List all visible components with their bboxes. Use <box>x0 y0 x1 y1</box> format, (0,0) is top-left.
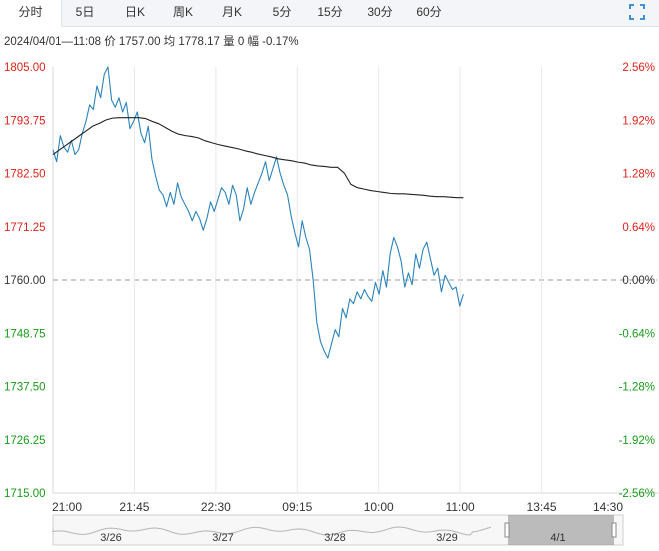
change-label: 幅 <box>247 36 259 48</box>
y-tick-percent-label: 2.56% <box>622 62 655 74</box>
x-tick-label: 21:00 <box>52 500 82 514</box>
price-line <box>52 66 464 359</box>
tab-30-min[interactable]: 30分 <box>367 5 393 19</box>
average-label: 均 <box>163 36 176 48</box>
y-axis-left-labels: 1805.00 1793.75 1782.50 1771.25 1760.00 1748.… <box>4 62 46 500</box>
y-tick-label: 1805.00 <box>4 62 46 74</box>
x-tick-label: 11:00 <box>446 500 475 514</box>
tab-daily-k[interactable]: 日K <box>124 5 145 19</box>
y-tick-percent-label: -1.28% <box>619 382 655 394</box>
y-axis-right-labels: 2.56% 1.92% 1.28% 0.64% 0.00% -0.64% -1.28% -1.… <box>619 62 655 500</box>
x-tick-label: 22:30 <box>201 500 231 514</box>
y-tick-label: 1760.00 <box>4 275 46 287</box>
tab-weekly-k[interactable]: 周K <box>172 5 193 19</box>
y-tick-label: 1726.25 <box>4 435 46 447</box>
y-tick-percent-label: 0.64% <box>622 222 655 234</box>
y-tick-percent-label: 1.92% <box>622 115 655 127</box>
y-tick-percent-label: 1.28% <box>622 169 655 181</box>
x-axis-labels: 21:00 21:45 22:30 09:15 10:00 11:00 13:45 14:30 <box>52 500 623 514</box>
navigator-handle-right[interactable] <box>611 522 617 538</box>
navigator-sparkline <box>52 526 492 536</box>
tab-intraday[interactable]: 分时 <box>0 0 62 27</box>
price-label: 价 <box>104 36 116 48</box>
fullscreen-icon[interactable] <box>629 4 645 20</box>
y-tick-percent-label: -1.92% <box>619 435 655 447</box>
tab-5-min[interactable]: 5分 <box>272 5 292 19</box>
quote-info-bar: 2024/04/01—11:08 价 1757.00 均 1778.17 量 0… <box>4 33 299 49</box>
tab-monthly-k[interactable]: 月K <box>221 5 242 19</box>
navigator-handle-left[interactable] <box>504 522 510 538</box>
y-tick-percent-label: -0.64% <box>619 328 655 340</box>
chart-grid <box>52 67 659 494</box>
navigator-date-label: 3/28 <box>324 532 345 544</box>
y-tick-label: 1748.75 <box>4 328 46 340</box>
volume-label: 量 <box>223 36 235 48</box>
average-value: 1778.17 <box>178 36 220 48</box>
y-tick-label: 1737.50 <box>4 382 46 394</box>
y-tick-label: 1771.25 <box>4 222 46 234</box>
navigator-selection[interactable] <box>508 515 614 545</box>
period-tab-bar: 分时 5日 日K 周K 月K 5分 15分 30分 60分 <box>0 0 659 27</box>
x-tick-label: 13:45 <box>527 500 557 514</box>
y-tick-percent-label: 0.00% <box>622 275 655 287</box>
price-value: 1757.00 <box>118 36 161 48</box>
change-value: -0.17% <box>262 36 299 48</box>
x-tick-label: 21:45 <box>119 500 149 514</box>
y-tick-label: 1715.00 <box>4 488 46 500</box>
tab-5-day[interactable]: 5日 <box>75 5 95 19</box>
x-tick-label: 09:15 <box>282 500 312 514</box>
range-navigator[interactable]: 3/26 3/27 3/28 3/29 4/1 <box>52 514 624 546</box>
y-tick-percent-label: -2.56% <box>619 488 655 500</box>
chart-series <box>52 66 464 359</box>
navigator-date-label: 3/26 <box>100 532 121 544</box>
y-tick-label: 1782.50 <box>4 169 46 181</box>
navigator-date-label: 3/29 <box>436 532 457 544</box>
volume-value: 0 <box>237 36 245 48</box>
quote-datetime: 2024/04/01—11:08 <box>4 36 101 48</box>
average-price-line <box>52 117 464 199</box>
y-tick-label: 1793.75 <box>4 115 46 127</box>
tab-15-min[interactable]: 15分 <box>317 5 343 19</box>
tab-60-min[interactable]: 60分 <box>416 5 442 19</box>
x-tick-label: 14:30 <box>593 500 623 514</box>
x-tick-label: 10:00 <box>364 500 394 514</box>
navigator-date-label: 3/27 <box>212 532 233 544</box>
navigator-date-label: 4/1 <box>550 532 565 544</box>
